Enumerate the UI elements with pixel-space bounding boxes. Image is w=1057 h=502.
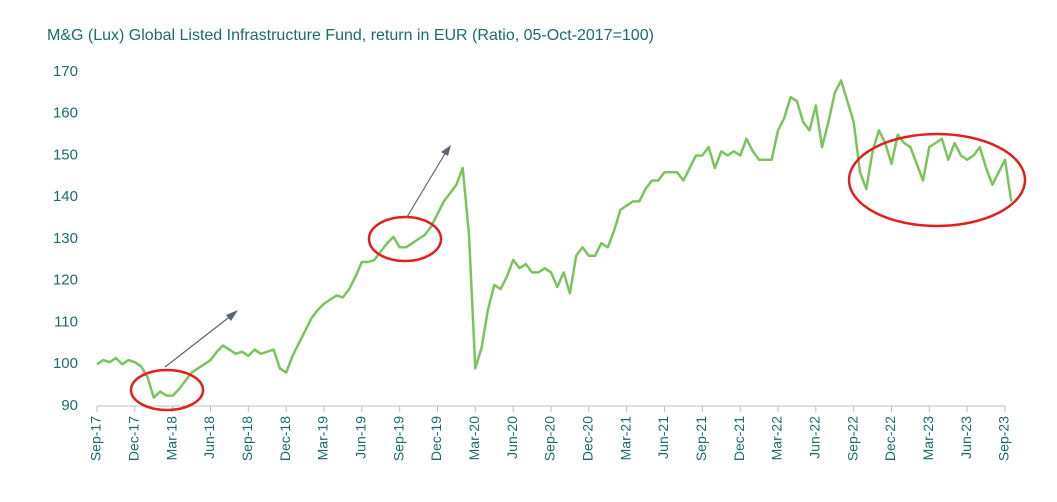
x-tick-label: Sep-22: [844, 416, 860, 461]
highlight-circle: [367, 215, 443, 263]
y-tick-label: 140: [53, 188, 78, 205]
x-tick-label: Dec-21: [731, 416, 747, 461]
x-tick-label: Jun-21: [655, 416, 671, 459]
y-tick-label: 110: [54, 313, 78, 330]
x-tick-label: Sep-20: [542, 416, 558, 461]
series-line: [96, 79, 1013, 399]
x-tick-label: Jun-20: [504, 416, 520, 459]
x-tick-label: Jun-23: [958, 416, 974, 459]
x-tick-label: Dec-19: [428, 416, 444, 461]
y-tick-label: 170: [53, 63, 78, 80]
x-tick-label: Jun-22: [807, 416, 823, 459]
x-tick-label: Mar-18: [163, 416, 179, 461]
highlight-circle: [847, 132, 1027, 228]
x-tick-label: Sep-23: [996, 416, 1012, 461]
x-tick-label: Mar-23: [920, 416, 936, 461]
annotations: [129, 132, 1027, 412]
x-tick-label: Sep-17: [88, 416, 104, 461]
y-tick-label: 150: [53, 146, 78, 163]
x-tick-label: Dec-17: [126, 416, 142, 461]
arrow-head: [441, 145, 451, 156]
y-tick-label: 100: [53, 355, 78, 372]
x-tick-label: Mar-21: [617, 416, 633, 461]
x-tick-label: Mar-20: [466, 416, 482, 461]
x-tick-label: Jun-18: [201, 416, 217, 459]
y-tick-label: 160: [53, 105, 78, 122]
x-tick-label: Dec-22: [882, 416, 898, 461]
arrow: [164, 314, 233, 368]
y-tick-label: 120: [53, 272, 78, 289]
x-tick-label: Mar-19: [315, 416, 331, 461]
x-tick-label: Dec-18: [277, 416, 293, 461]
highlight-circle: [129, 368, 205, 412]
chart-title: M&G (Lux) Global Listed Infrastructure F…: [47, 27, 654, 44]
x-tick-label: Sep-19: [390, 416, 406, 461]
x-tick-label: Dec-20: [580, 416, 596, 461]
y-tick-label: 90: [61, 397, 78, 414]
x-tick-label: Sep-18: [239, 416, 255, 461]
x-tick-label: Sep-21: [693, 416, 709, 461]
x-tick-label: Mar-22: [769, 416, 785, 461]
plot: 90 100 110 120 130 140 150 160 170 Sep-17 Dec-17 Ma…: [53, 63, 1013, 461]
x-tick-label: Jun-19: [353, 416, 369, 459]
y-tick-label: 130: [53, 230, 78, 247]
arrow: [406, 151, 447, 218]
arrow-head: [226, 310, 238, 321]
